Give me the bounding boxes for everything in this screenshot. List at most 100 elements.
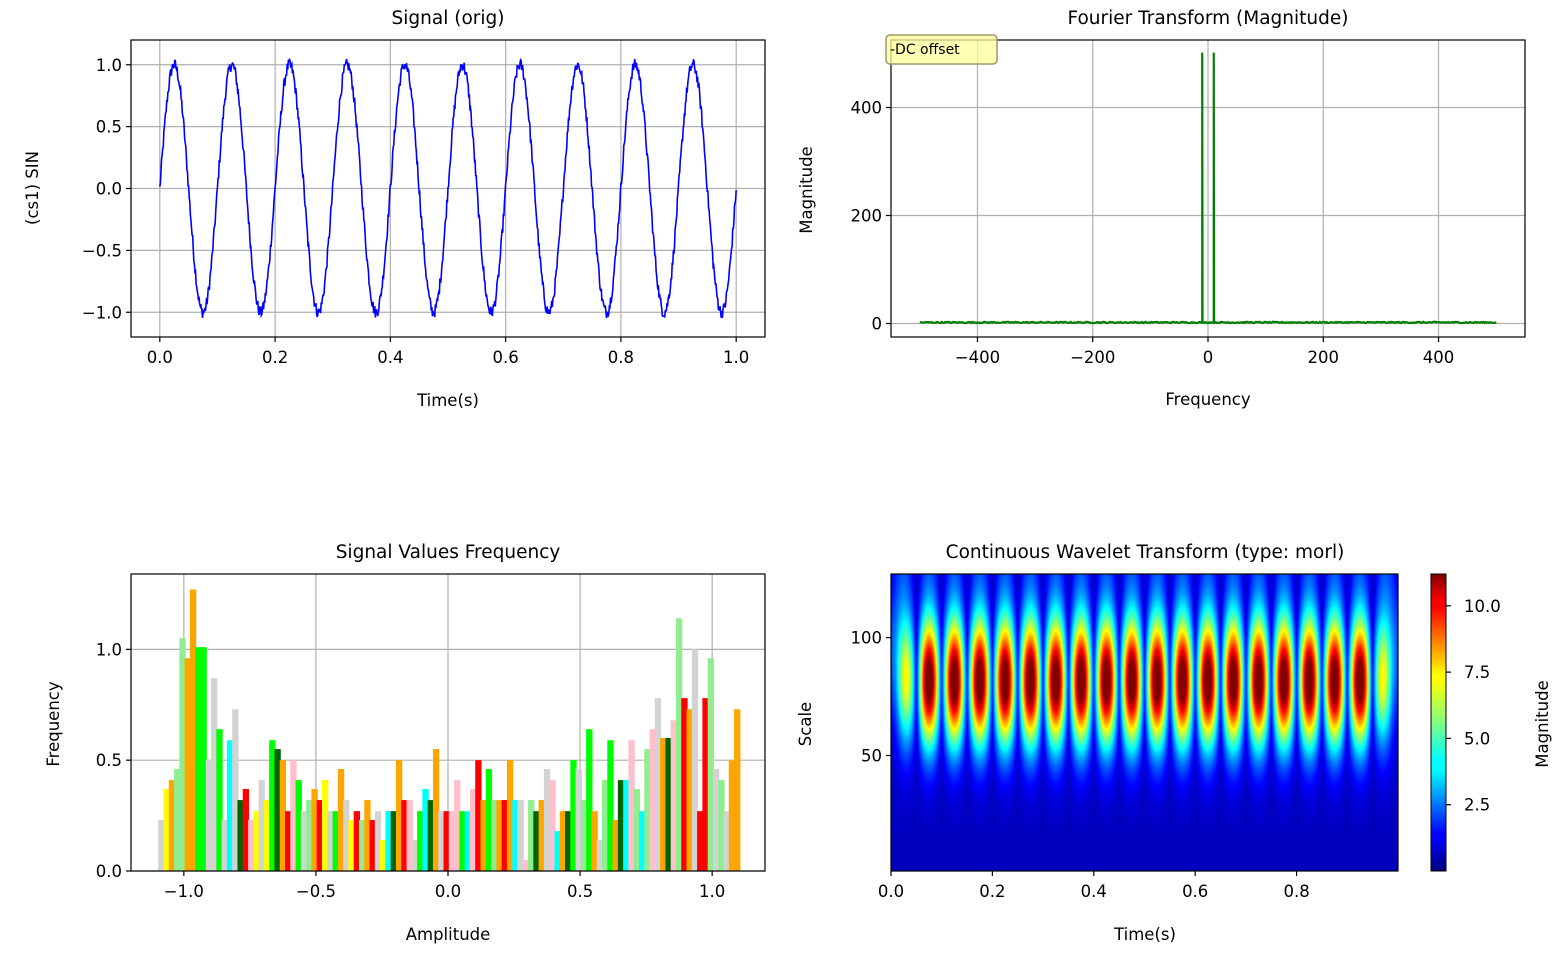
x-tick-label: 0.5 (567, 882, 593, 901)
histogram-bar (575, 769, 582, 871)
histogram-bar (438, 811, 445, 871)
x-tick-label: 0.8 (608, 348, 634, 367)
x-tick-label: −1.0 (164, 882, 204, 901)
histogram-bar (411, 839, 419, 871)
histogram-bar (443, 811, 450, 871)
y-tick-label: 50 (861, 747, 882, 766)
fft-plot-ylabel: Magnitude (797, 146, 816, 233)
histogram-bar (697, 811, 704, 871)
x-tick-label: 0.2 (979, 882, 1005, 901)
histogram-bar (163, 788, 170, 871)
histogram-bar (707, 658, 715, 871)
histogram-bar (353, 811, 361, 871)
x-tick-label: 0.0 (878, 882, 904, 901)
histogram-bar (480, 800, 487, 871)
x-tick-label: 0.4 (377, 348, 403, 367)
histogram-bar (675, 618, 683, 871)
dc-offset-annotation-box (885, 34, 998, 65)
histogram-bar (221, 820, 228, 871)
histogram-bar (369, 820, 376, 871)
fft-plot-title: Fourier Transform (Magnitude) (1068, 8, 1349, 29)
histogram-bar (543, 769, 551, 871)
x-tick-label: 0 (1203, 348, 1214, 367)
histogram-bar (570, 760, 577, 871)
histogram-bar (348, 820, 355, 871)
signal-plot-y-ticks: 1.0 0.5 0.0 −0.5 −1.0 (82, 56, 131, 322)
histogram-bar (263, 800, 271, 871)
signal-plot-x-ticks: 0.0 0.2 0.4 0.6 0.8 1.0 (147, 337, 749, 367)
x-tick-label: 1.0 (723, 348, 749, 367)
histogram-bar (332, 811, 339, 871)
fft-plot-x-ticks: −400 −200 0 200 400 (955, 337, 1454, 367)
histogram-bar (506, 760, 514, 871)
x-tick-label: 0.6 (493, 348, 519, 367)
histogram-plot-ylabel: Frequency (44, 681, 63, 766)
histogram-bar (538, 800, 545, 871)
histogram-bar (189, 589, 197, 871)
histogram-bar (311, 788, 318, 871)
histogram-bar (248, 820, 255, 871)
histogram-bar (242, 788, 250, 871)
histogram-bar (670, 720, 678, 871)
y-tick-label: 0.5 (96, 118, 122, 137)
histogram-bar (734, 709, 741, 871)
histogram-bar (718, 780, 725, 871)
colorbar-tick-label: 10.0 (1464, 597, 1501, 616)
histogram-bar (485, 769, 493, 871)
fft-plot-xlabel: Frequency (1165, 390, 1250, 409)
signal-plot-title: Signal (orig) (392, 8, 505, 29)
histogram-bar (184, 658, 191, 871)
histogram-bar (401, 800, 408, 871)
x-tick-label: 0.6 (1182, 882, 1208, 901)
histogram-bar (390, 811, 398, 871)
y-tick-label: 0.0 (96, 862, 122, 881)
cwt-plot-frame (890, 573, 1399, 872)
histogram-bar (633, 788, 641, 871)
histogram-bar (195, 647, 202, 871)
y-tick-label: 0.0 (96, 180, 122, 199)
signal-plot-ylabel: (cs1) SIN (23, 151, 42, 225)
histogram-bar (343, 800, 350, 871)
x-tick-label: −200 (1070, 348, 1115, 367)
histogram-plot-xlabel: Amplitude (406, 925, 491, 944)
histogram-bar (638, 811, 646, 871)
y-tick-label: 1.0 (96, 56, 122, 75)
histogram-bar (691, 649, 699, 871)
histogram-bar (702, 698, 709, 871)
histogram-bar (427, 800, 434, 871)
histogram-bar (200, 647, 207, 871)
histogram-bar (712, 769, 720, 871)
histogram-bar (512, 800, 519, 871)
histogram-bar (559, 811, 567, 871)
histogram-bar (168, 780, 176, 871)
histogram-bar (665, 738, 672, 871)
fft-plot-y-ticks: 0 200 400 (851, 99, 891, 334)
histogram-bar (321, 780, 329, 871)
histogram-bar (174, 769, 181, 871)
signal-series-line (159, 58, 737, 319)
histogram-bar (533, 811, 540, 871)
histogram-bar (617, 780, 625, 871)
histogram-bar (649, 729, 656, 871)
histogram-bar (258, 780, 265, 871)
colorbar-ticks: 2.5 5.0 7.5 10.0 (1446, 597, 1501, 815)
cwt-heatmap (891, 574, 1398, 871)
y-tick-label: 0 (872, 315, 883, 334)
dc-offset-annotation: -DC offset (890, 42, 960, 58)
histogram-bar (316, 800, 324, 871)
x-tick-label: 0.0 (435, 882, 461, 901)
cwt-plot-xlabel: Time(s) (1113, 925, 1176, 944)
signal-plot-xlabel: Time(s) (416, 391, 479, 410)
histogram-bar (586, 729, 593, 871)
colorbar-label: Magnitude (1533, 680, 1552, 767)
histogram-bar (607, 740, 614, 871)
histogram-bar (380, 839, 387, 871)
histogram-bar (491, 800, 498, 871)
histogram-bar (554, 831, 561, 871)
histogram-bar (496, 800, 503, 871)
histogram-plot-x-ticks: −1.0 −0.5 0.0 0.5 1.0 (164, 871, 725, 901)
y-tick-label: −1.0 (82, 303, 122, 322)
histogram-bar (395, 760, 403, 871)
histogram-bar (623, 780, 630, 871)
